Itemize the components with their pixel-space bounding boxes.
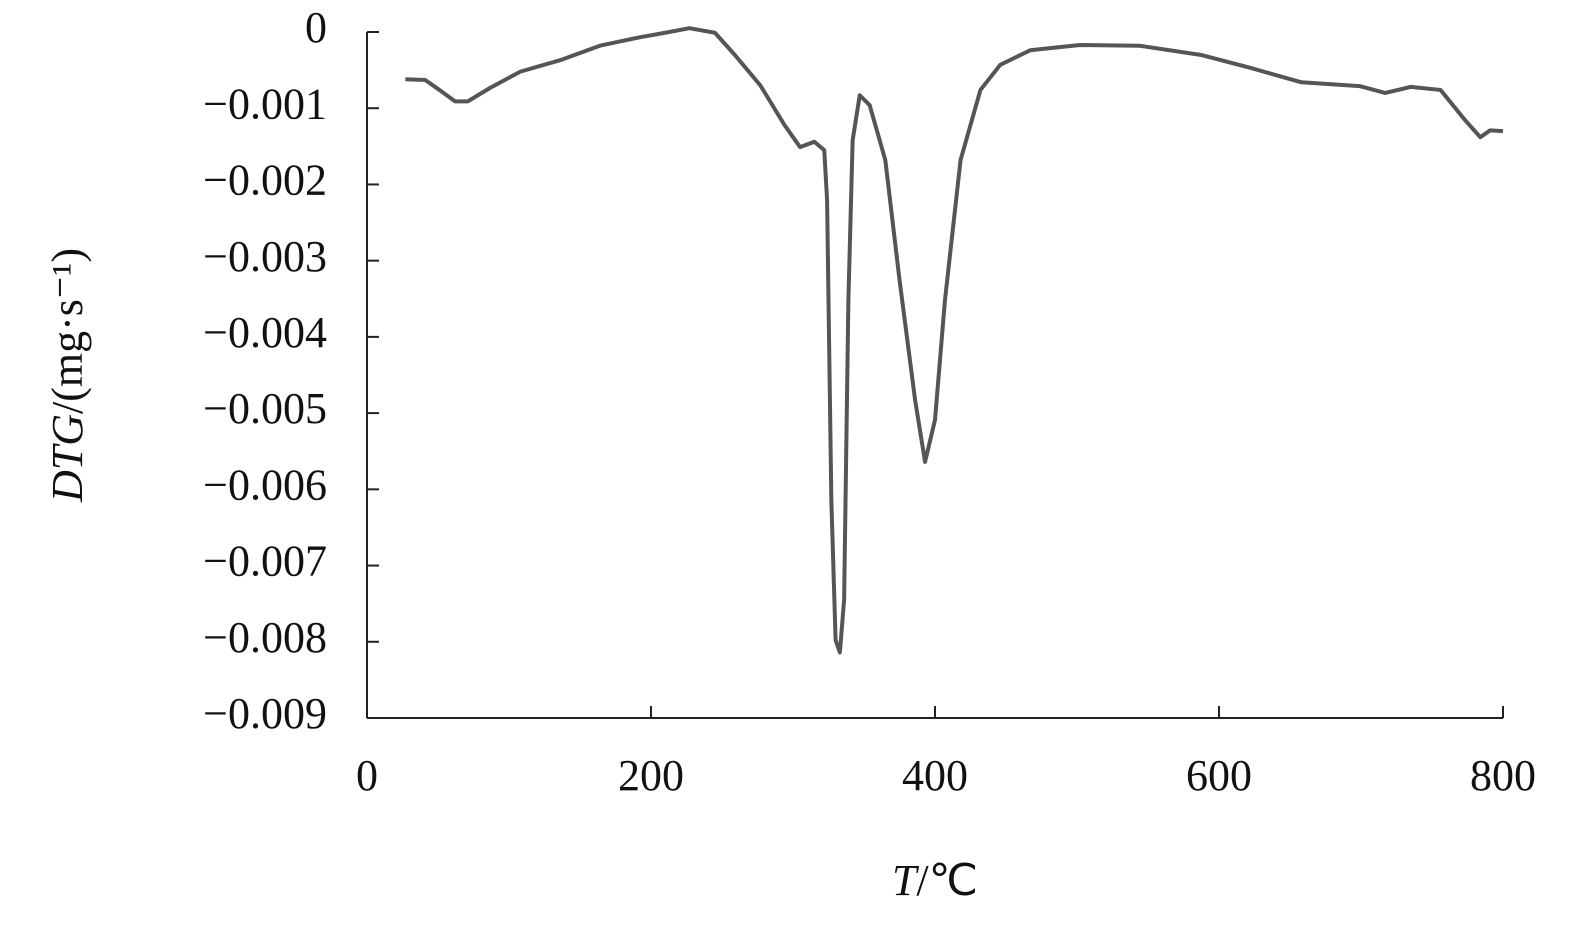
- y-tick-label: −0.004: [203, 308, 327, 357]
- x-tick-label: 200: [618, 751, 684, 800]
- y-tick-label: −0.001: [203, 79, 327, 128]
- y-tick-label: −0.009: [203, 689, 327, 738]
- y-axis-label: DTG/(mg·s⁻¹): [43, 248, 92, 503]
- x-label-var: T: [892, 856, 920, 905]
- x-axis-label: T/℃: [892, 856, 978, 905]
- x-label-unit: /℃: [916, 856, 978, 905]
- x-tick-label: 600: [1186, 751, 1252, 800]
- dtg-line: [405, 26, 1504, 655]
- y-tick-label: 0: [305, 3, 327, 52]
- y-tick-label: −0.003: [203, 232, 327, 281]
- x-tick-label: 400: [902, 751, 968, 800]
- y-tick-label: −0.008: [203, 613, 327, 662]
- y-label-unit: /(mg·s⁻¹): [43, 248, 92, 414]
- x-tick-label: 800: [1470, 751, 1536, 800]
- y-tick-label: −0.006: [203, 460, 327, 509]
- y-label-var: DTG: [43, 414, 92, 503]
- y-tick-label: −0.007: [203, 537, 327, 586]
- y-tick-label: −0.005: [203, 384, 327, 433]
- y-tick-label: −0.002: [203, 156, 327, 205]
- x-tick-label: 0: [356, 751, 378, 800]
